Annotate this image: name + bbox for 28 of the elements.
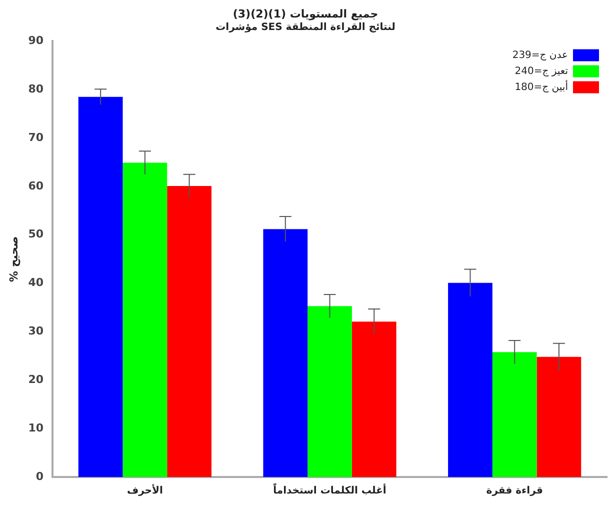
bar (122, 162, 168, 477)
legend-label: عدن ج=239 (512, 50, 568, 61)
bar (167, 186, 212, 477)
y-tick-label: 50 (28, 228, 44, 241)
y-tick-label: 30 (28, 324, 44, 338)
bar (448, 282, 492, 477)
y-tick-label: 90 (28, 34, 44, 48)
y-tick-label: 40 (28, 276, 44, 290)
x-tick-label: أغلب الكلمات استخداماً (273, 482, 386, 497)
x-tick-label: قراءة فقرة (486, 486, 543, 497)
x-tick-label: الأحرف (126, 484, 163, 497)
y-tick-label: 10 (28, 421, 44, 434)
y-tick-label: 20 (28, 373, 44, 386)
bar (308, 306, 352, 477)
y-tick-label: 0 (36, 470, 44, 483)
legend-label: تعيز ج=240 (514, 66, 568, 77)
bar (536, 356, 582, 477)
chart-subtitle: مؤشرات SES لنتائج القراءة المنطقة (216, 22, 396, 33)
legend-label: أبين ج=180 (514, 80, 568, 93)
bar (78, 96, 123, 477)
y-tick-label: 70 (28, 130, 44, 144)
y-tick-label: 60 (28, 179, 44, 192)
chart-title: جميع المستويات (1)(2)(3) (232, 7, 378, 20)
y-axis-title: % صحيح (7, 236, 20, 282)
bar (263, 229, 308, 477)
bar (352, 322, 396, 477)
y-tick-label: 80 (28, 82, 44, 96)
bar (492, 352, 537, 477)
